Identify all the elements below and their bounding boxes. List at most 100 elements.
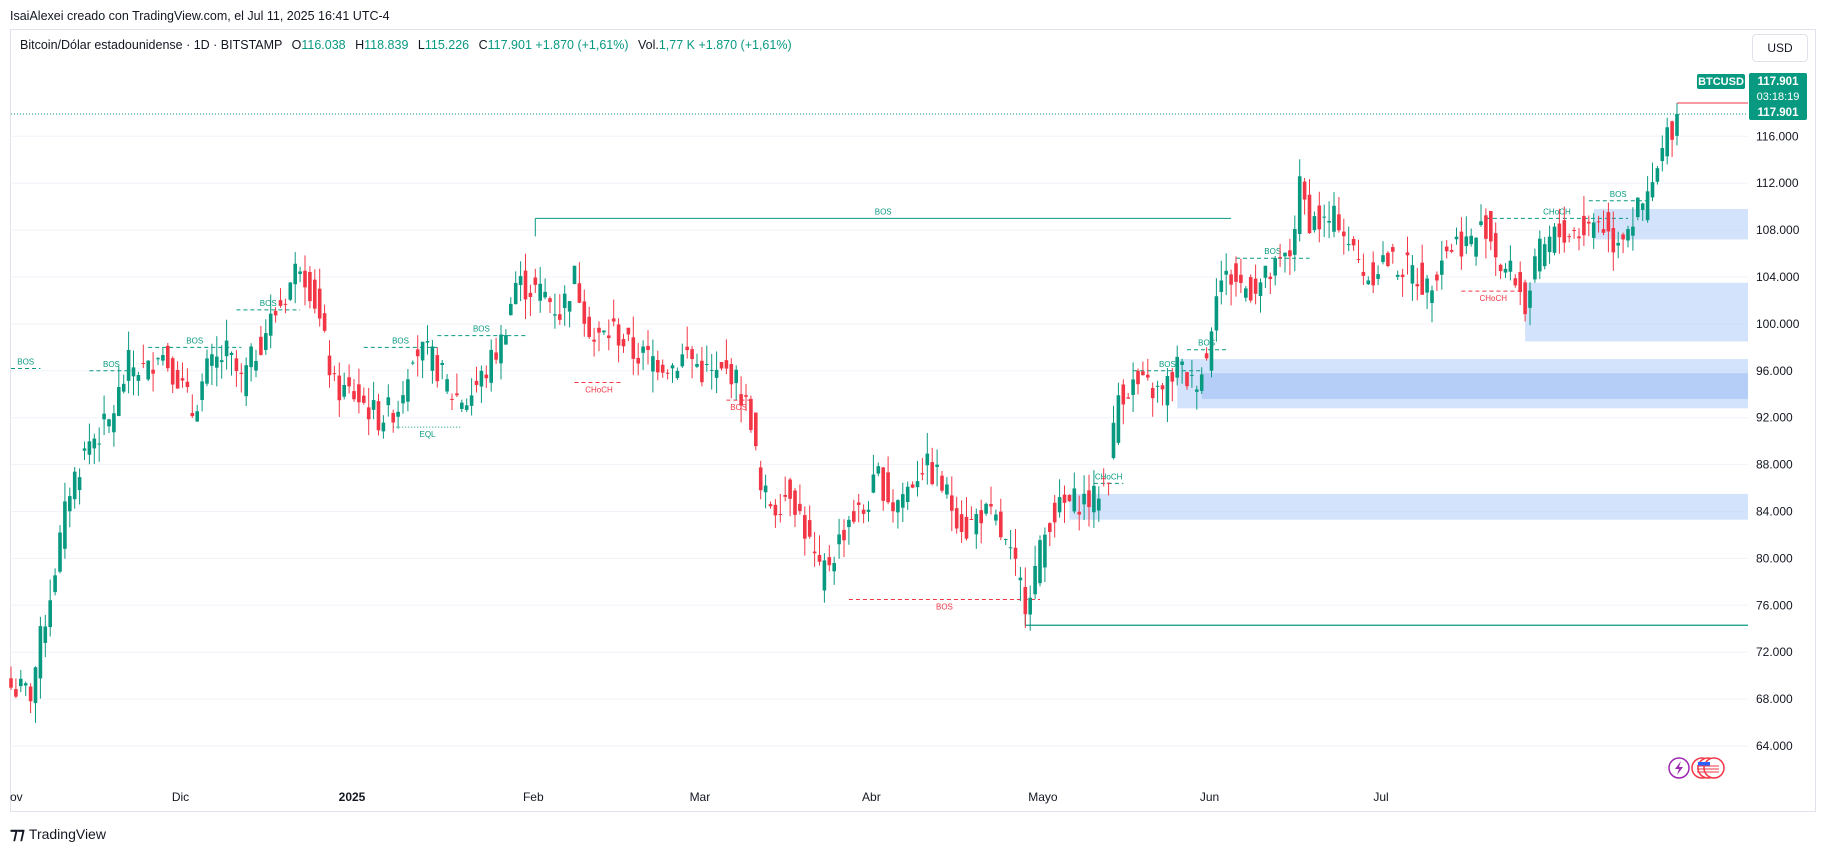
candle[interactable] bbox=[729, 358, 734, 399]
candle[interactable] bbox=[1185, 371, 1189, 390]
candle[interactable] bbox=[411, 360, 415, 366]
candle[interactable] bbox=[925, 432, 930, 485]
candle[interactable] bbox=[420, 341, 425, 379]
candle[interactable] bbox=[386, 384, 391, 417]
candle[interactable] bbox=[224, 319, 229, 370]
candle[interactable] bbox=[1209, 327, 1214, 378]
candle[interactable] bbox=[283, 298, 288, 314]
candle[interactable] bbox=[543, 278, 547, 300]
candle[interactable] bbox=[690, 346, 694, 379]
candle[interactable] bbox=[381, 415, 386, 439]
candle[interactable] bbox=[68, 487, 72, 528]
candle[interactable] bbox=[303, 255, 307, 306]
candle[interactable] bbox=[847, 515, 851, 545]
candle[interactable] bbox=[832, 556, 836, 585]
candle[interactable] bbox=[1464, 216, 1469, 254]
candle[interactable] bbox=[1616, 231, 1620, 259]
candle[interactable] bbox=[651, 339, 655, 393]
candle[interactable] bbox=[1224, 253, 1228, 296]
candle[interactable] bbox=[896, 499, 900, 529]
candle[interactable] bbox=[509, 297, 513, 316]
candle[interactable] bbox=[1082, 475, 1086, 521]
candle[interactable] bbox=[1116, 382, 1121, 446]
candle[interactable] bbox=[1503, 263, 1508, 279]
candle[interactable] bbox=[219, 345, 224, 379]
candle[interactable] bbox=[1567, 233, 1571, 243]
candle[interactable] bbox=[1538, 230, 1542, 280]
candle[interactable] bbox=[337, 362, 342, 417]
candle[interactable] bbox=[469, 378, 474, 416]
candle[interactable] bbox=[577, 262, 582, 304]
candle[interactable] bbox=[1131, 362, 1135, 413]
candle[interactable] bbox=[548, 296, 552, 314]
candle[interactable] bbox=[229, 351, 234, 376]
candle[interactable] bbox=[1268, 272, 1273, 295]
candle[interactable] bbox=[1518, 261, 1522, 306]
candle[interactable] bbox=[999, 498, 1003, 541]
candle[interactable] bbox=[739, 376, 743, 423]
candle[interactable] bbox=[1342, 218, 1346, 255]
candle[interactable] bbox=[597, 321, 601, 352]
candle[interactable] bbox=[1430, 285, 1434, 323]
symbol-title[interactable]: Bitcoin/Dólar estadounidense · 1D · BITS… bbox=[20, 38, 283, 52]
candle[interactable] bbox=[646, 330, 650, 365]
candle[interactable] bbox=[63, 482, 67, 559]
candle[interactable] bbox=[1371, 251, 1375, 294]
candle[interactable] bbox=[175, 361, 180, 389]
candle[interactable] bbox=[1141, 361, 1145, 376]
candle[interactable] bbox=[945, 477, 949, 499]
candle[interactable] bbox=[1028, 585, 1032, 631]
candle[interactable] bbox=[1596, 215, 1601, 233]
candle[interactable] bbox=[357, 368, 361, 414]
candle[interactable] bbox=[342, 372, 346, 400]
candle[interactable] bbox=[92, 433, 97, 465]
candle[interactable] bbox=[954, 496, 959, 534]
candle[interactable] bbox=[406, 369, 410, 412]
candle[interactable] bbox=[1376, 265, 1380, 286]
candle[interactable] bbox=[72, 466, 77, 509]
candle[interactable] bbox=[1170, 367, 1175, 402]
candle[interactable] bbox=[1469, 228, 1473, 247]
candle[interactable] bbox=[455, 373, 459, 398]
candle[interactable] bbox=[1253, 264, 1258, 305]
candle[interactable] bbox=[28, 683, 33, 714]
candle[interactable] bbox=[141, 344, 146, 369]
candle[interactable] bbox=[852, 499, 856, 524]
candle[interactable] bbox=[273, 307, 278, 323]
candle[interactable] bbox=[180, 362, 185, 388]
candle[interactable] bbox=[837, 518, 841, 559]
candle[interactable] bbox=[425, 325, 430, 355]
candle[interactable] bbox=[1435, 271, 1439, 291]
candle[interactable] bbox=[1655, 165, 1660, 185]
candle[interactable] bbox=[1601, 210, 1606, 236]
candle[interactable] bbox=[254, 349, 258, 378]
candle[interactable] bbox=[793, 488, 797, 528]
candle[interactable] bbox=[479, 365, 484, 404]
candle[interactable] bbox=[117, 366, 121, 417]
candle[interactable] bbox=[758, 460, 763, 500]
candle[interactable] bbox=[1092, 470, 1096, 528]
candle[interactable] bbox=[1415, 267, 1420, 301]
candle[interactable] bbox=[97, 427, 101, 462]
candle[interactable] bbox=[121, 374, 126, 394]
candle[interactable] bbox=[440, 359, 444, 380]
candle[interactable] bbox=[1312, 211, 1317, 233]
candle[interactable] bbox=[523, 253, 528, 320]
candle[interactable] bbox=[1023, 567, 1028, 629]
candle[interactable] bbox=[371, 381, 376, 420]
candle[interactable] bbox=[401, 381, 405, 414]
candle[interactable] bbox=[77, 468, 82, 505]
candle[interactable] bbox=[1395, 270, 1400, 280]
candle[interactable] bbox=[1361, 253, 1366, 286]
candle[interactable] bbox=[817, 535, 822, 566]
candle[interactable] bbox=[827, 545, 832, 572]
candle[interactable] bbox=[298, 266, 302, 283]
candle[interactable] bbox=[430, 339, 435, 384]
candle[interactable] bbox=[494, 337, 498, 364]
candle[interactable] bbox=[705, 345, 709, 372]
candle[interactable] bbox=[920, 457, 925, 481]
candle[interactable] bbox=[670, 363, 675, 383]
candle[interactable] bbox=[1273, 255, 1277, 286]
candle[interactable] bbox=[1307, 179, 1312, 234]
candle[interactable] bbox=[1038, 535, 1042, 587]
